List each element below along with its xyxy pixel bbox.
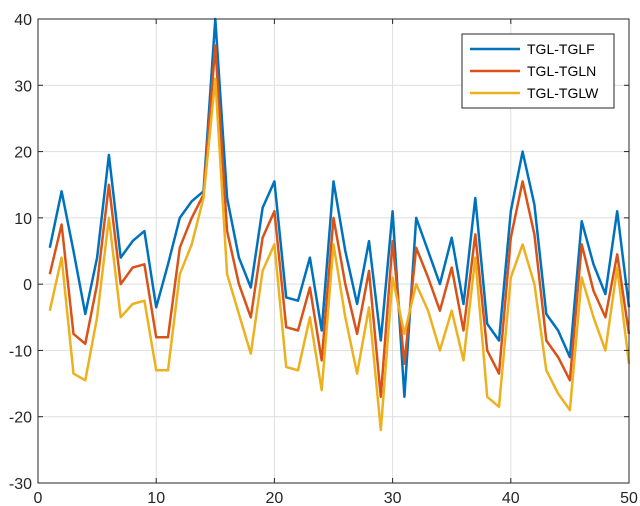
series-line-tgl-tglw [48,77,631,432]
legend-label: TGL-TGLN [527,63,596,79]
series-line-tgl-tgln [48,44,631,399]
y-tick-label: -10 [9,343,32,360]
y-tick-label: 0 [23,277,32,294]
y-tick-label: 30 [14,78,32,95]
series-lines [48,17,631,432]
series-line-tgl-tglf [48,17,631,399]
x-tick-label: 40 [502,490,520,506]
x-tick-label: 0 [34,490,43,506]
y-tick-label: 10 [14,211,32,228]
plot-frame [37,18,630,484]
legend-label: TGL-TGLF [527,41,595,57]
legend-label: TGL-TGLW [527,85,599,101]
y-tick-label: -20 [9,410,32,427]
x-tick-label: 50 [620,490,638,506]
y-tick-label: 40 [14,12,32,29]
y-tick-label: 20 [14,145,32,162]
axes: -30 -20 -10 0 10 20 30 40 0 10 20 30 40 50 [9,12,638,506]
x-tick-label: 10 [147,490,165,506]
legend: TGL-TGLF TGL-TGLN TGL-TGLW [461,33,615,109]
y-tick-label: -30 [9,476,32,493]
x-tick-label: 20 [266,490,284,506]
x-tick-label: 30 [384,490,402,506]
